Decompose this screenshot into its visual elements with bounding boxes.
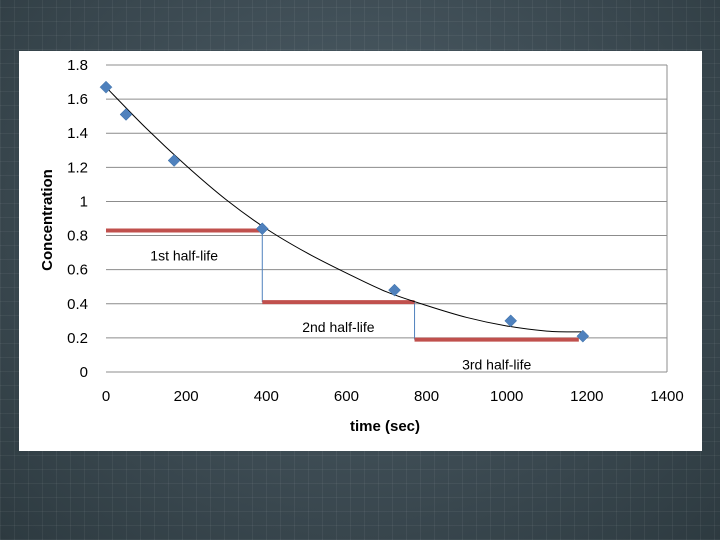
- data-point: [99, 80, 113, 94]
- data-point: [167, 154, 181, 167]
- x-tick-label: 0: [102, 388, 110, 405]
- y-tick-label: 1.4: [67, 125, 88, 142]
- data-point: [388, 283, 401, 297]
- chart-panel: [19, 51, 702, 451]
- y-tick-label: 0.6: [67, 262, 88, 279]
- x-tick-label: 400: [254, 388, 279, 405]
- y-tick-label: 1: [80, 193, 88, 210]
- y-tick-label: 0.2: [67, 330, 88, 347]
- x-tick-label: 600: [334, 388, 359, 405]
- y-tick-label: 1.2: [67, 159, 88, 176]
- x-tick-labels: 0 200 400 600 800 1000 1200 1400: [102, 388, 684, 405]
- x-tick-label: 200: [174, 388, 199, 405]
- x-tick-label: 1400: [650, 388, 683, 405]
- y-tick-label: 0.4: [67, 296, 88, 313]
- half-life-drop-lines: [261, 230, 416, 340]
- y-tick-labels: 0 0.2 0.4 0.6 0.8 1 1.2 1.4 1.6 1.8: [67, 57, 88, 381]
- trendline: [105, 86, 583, 333]
- y-axis-title: Concentration: [39, 169, 56, 271]
- data-point: [255, 222, 269, 236]
- half-life-label: 1st half-life: [150, 247, 218, 263]
- y-tick-label: 1.8: [67, 57, 88, 74]
- half-life-labels: 1st half-life 2nd half-life 3rd half-life: [150, 247, 531, 372]
- y-tick-label: 0.8: [67, 228, 88, 245]
- x-tick-label: 1000: [490, 388, 523, 405]
- x-tick-label: 1200: [570, 388, 603, 405]
- x-tick-label: 800: [414, 388, 439, 405]
- data-points: [99, 80, 590, 343]
- half-life-bars: [106, 228, 579, 342]
- y-tick-label: 1.6: [67, 91, 88, 108]
- y-tick-label: 0: [80, 364, 88, 381]
- data-point: [504, 314, 518, 328]
- half-life-label: 2nd half-life: [302, 319, 375, 335]
- data-point: [119, 108, 133, 121]
- x-axis-title: time (sec): [350, 418, 420, 435]
- data-point: [576, 329, 590, 343]
- half-life-label: 3rd half-life: [462, 357, 531, 373]
